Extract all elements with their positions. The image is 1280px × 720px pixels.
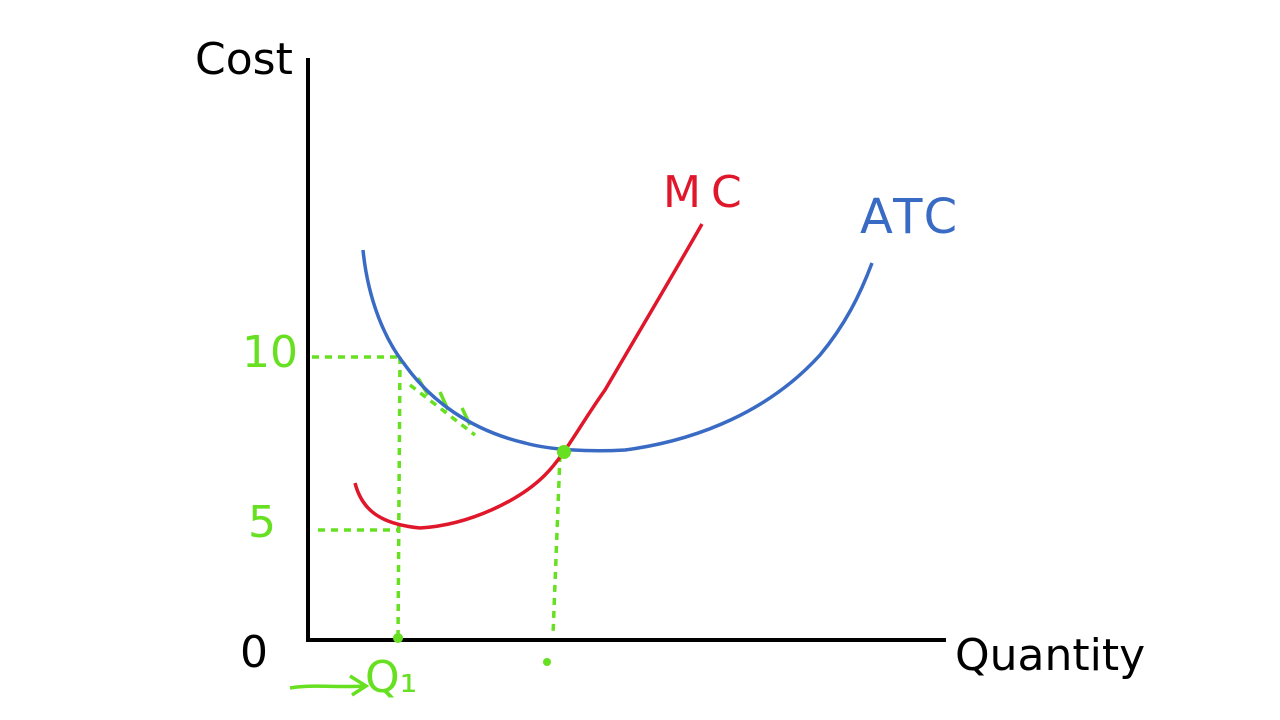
guide-line bbox=[396, 356, 402, 641]
curve-label: ATC bbox=[860, 189, 961, 245]
curve-label: MC bbox=[663, 167, 752, 218]
x-axis-label: Quantity bbox=[955, 630, 1145, 681]
guide-line bbox=[408, 383, 477, 437]
q1-point bbox=[393, 633, 403, 643]
arrow bbox=[289, 674, 370, 697]
dot bbox=[543, 658, 551, 666]
y-axis-label: Cost bbox=[195, 34, 293, 85]
y-label: 5 bbox=[248, 497, 276, 548]
atc-curve bbox=[361, 249, 874, 453]
origin-label: 0 bbox=[240, 627, 268, 678]
y-label: 10 bbox=[242, 327, 298, 378]
intersection-point bbox=[557, 445, 571, 459]
x-point-label: Q₁ bbox=[365, 652, 417, 703]
guide-line bbox=[551, 454, 562, 636]
mc-curve bbox=[353, 223, 704, 530]
